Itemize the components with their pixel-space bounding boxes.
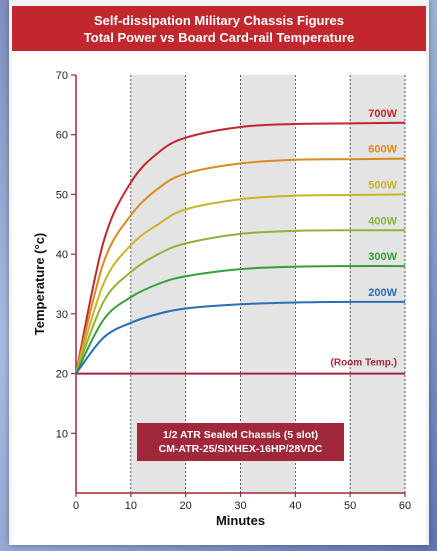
series-label-200w: 200W: [368, 287, 397, 299]
x-axis-label: Minutes: [216, 513, 265, 528]
series-label-300w: 300W: [368, 251, 397, 263]
series-line-200w: [75, 300, 406, 375]
x-tick-label: 0: [73, 500, 79, 512]
series-line-600w: [75, 157, 406, 374]
y-tick-label: 50: [56, 189, 68, 201]
chart-title-bar: Self-dissipation Military Chassis Figure…: [12, 6, 426, 51]
x-tick-label: 10: [125, 500, 137, 512]
series-line-400w: [75, 229, 406, 374]
y-tick-label: 60: [56, 130, 68, 142]
annotation-line1: 1/2 ATR Sealed Chassis (5 slot): [163, 429, 318, 441]
y-tick-label: 40: [56, 249, 68, 261]
y-tick-label: 30: [56, 309, 68, 321]
x-tick-label: 50: [344, 500, 356, 512]
series-label-500w: 500W: [368, 179, 397, 191]
room-temp-label: (Room Temp.): [331, 358, 397, 369]
y-axis-label: Temperature (°c): [32, 233, 47, 335]
annotation-box: [137, 423, 344, 461]
series-label-400w: 400W: [368, 215, 397, 227]
series-label-600w: 600W: [368, 144, 397, 156]
grid-band: [350, 75, 405, 493]
x-tick-label: 40: [289, 500, 301, 512]
y-tick-label: 20: [56, 369, 68, 381]
chart-title: Self-dissipation Military Chassis Figure…: [94, 12, 344, 28]
x-tick-label: 30: [234, 500, 246, 512]
series-line-300w: [75, 265, 406, 375]
x-tick-label: 60: [399, 500, 411, 512]
x-tick-label: 20: [180, 500, 192, 512]
annotation-line2: CM-ATR-25/SIXHEX-16HP/28VDC: [159, 443, 323, 455]
series-label-700w: 700W: [368, 108, 397, 120]
y-tick-label: 70: [56, 70, 68, 82]
chart-subtitle: Total Power vs Board Card-rail Temperatu…: [83, 29, 355, 45]
y-tick-label: 10: [56, 428, 68, 440]
series-line-500w: [75, 193, 406, 374]
series-line-700w: [75, 121, 406, 374]
